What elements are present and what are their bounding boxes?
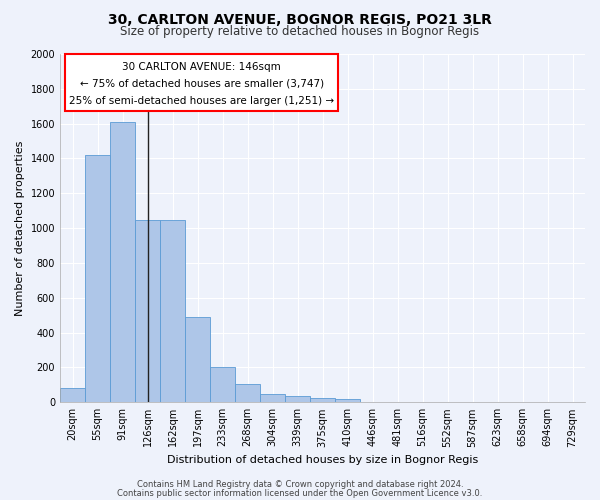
Text: 25% of semi-detached houses are larger (1,251) →: 25% of semi-detached houses are larger (… — [69, 96, 334, 106]
Text: 30 CARLTON AVENUE: 146sqm: 30 CARLTON AVENUE: 146sqm — [122, 62, 281, 72]
Bar — [135, 220, 160, 402]
Bar — [185, 317, 210, 402]
Bar — [310, 398, 335, 402]
Bar — [235, 384, 260, 402]
Bar — [160, 220, 185, 402]
Bar — [260, 394, 285, 402]
Bar — [335, 400, 360, 402]
Bar — [285, 396, 310, 402]
Bar — [210, 366, 235, 402]
Y-axis label: Number of detached properties: Number of detached properties — [15, 140, 25, 316]
Text: Contains HM Land Registry data © Crown copyright and database right 2024.: Contains HM Land Registry data © Crown c… — [137, 480, 463, 489]
Text: 30, CARLTON AVENUE, BOGNOR REGIS, PO21 3LR: 30, CARLTON AVENUE, BOGNOR REGIS, PO21 3… — [108, 12, 492, 26]
Bar — [85, 155, 110, 402]
Text: ← 75% of detached houses are smaller (3,747): ← 75% of detached houses are smaller (3,… — [80, 79, 324, 89]
Text: Size of property relative to detached houses in Bognor Regis: Size of property relative to detached ho… — [121, 25, 479, 38]
Bar — [110, 122, 135, 402]
Bar — [60, 388, 85, 402]
Text: Contains public sector information licensed under the Open Government Licence v3: Contains public sector information licen… — [118, 488, 482, 498]
X-axis label: Distribution of detached houses by size in Bognor Regis: Distribution of detached houses by size … — [167, 455, 478, 465]
